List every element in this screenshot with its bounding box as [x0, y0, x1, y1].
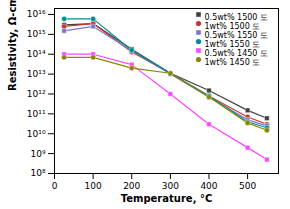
svg-text:10¹⁵: 10¹⁵	[27, 29, 46, 39]
svg-text:1wt% 1500 도: 1wt% 1500 도	[205, 22, 261, 31]
svg-text:10¹¹: 10¹¹	[27, 109, 46, 119]
svg-text:0: 0	[52, 181, 58, 191]
svg-text:Resistivity, Ω-cm: Resistivity, Ω-cm	[7, 0, 18, 91]
svg-text:1wt% 1550 도: 1wt% 1550 도	[205, 40, 261, 49]
svg-text:10¹⁰: 10¹⁰	[27, 129, 46, 139]
svg-text:400: 400	[200, 181, 217, 191]
svg-text:0.5wt% 1450 도: 0.5wt% 1450 도	[205, 49, 268, 58]
svg-text:10¹⁶: 10¹⁶	[27, 9, 46, 19]
svg-text:200: 200	[123, 181, 140, 191]
svg-text:1wt% 1450 도: 1wt% 1450 도	[205, 58, 261, 67]
svg-text:10¹²: 10¹²	[27, 89, 46, 99]
svg-text:300: 300	[162, 181, 179, 191]
svg-text:0.5wt% 1550 도: 0.5wt% 1550 도	[205, 31, 268, 40]
svg-text:10¹³: 10¹³	[27, 69, 46, 79]
svg-text:0.5wt% 1500 도: 0.5wt% 1500 도	[205, 13, 268, 22]
svg-text:10⁸: 10⁸	[30, 168, 45, 178]
svg-text:100: 100	[85, 181, 102, 191]
svg-text:Temperature, °C: Temperature, °C	[121, 193, 213, 204]
svg-text:10¹⁴: 10¹⁴	[27, 49, 46, 59]
svg-text:10⁹: 10⁹	[30, 149, 45, 159]
svg-text:500: 500	[239, 181, 256, 191]
